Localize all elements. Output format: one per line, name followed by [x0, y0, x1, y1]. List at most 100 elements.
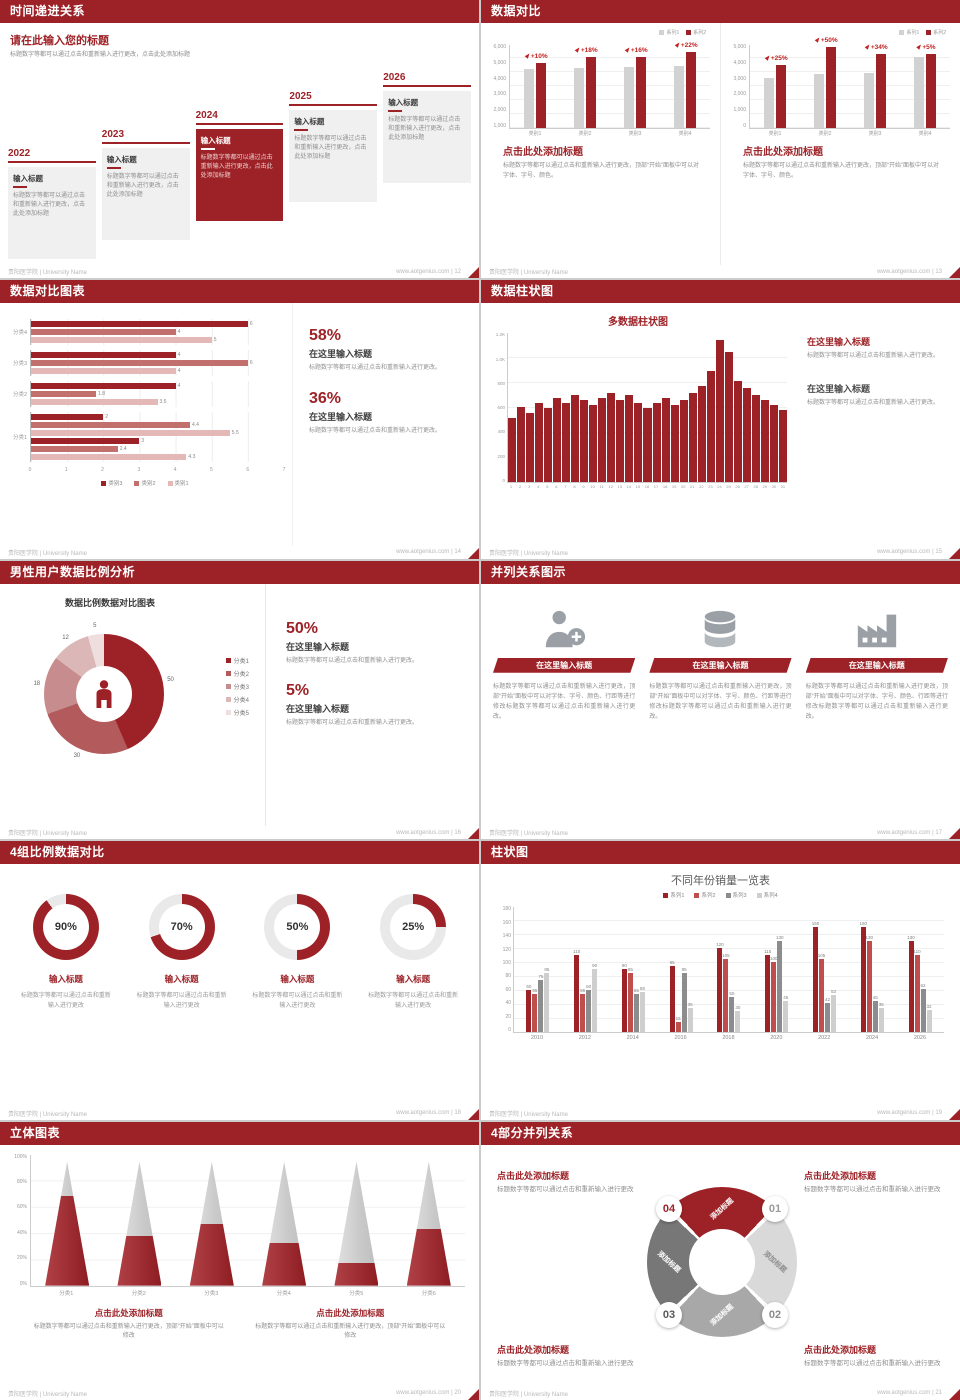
bar-value-label: 100 — [769, 956, 778, 962]
increase-arrow-icon — [814, 36, 821, 44]
stat-block: 58% 在这里输入标题 标题数字等都可以通过点击和重新输入进行更改。 — [309, 327, 467, 374]
comparison-panel: 系列1 系列2 6,000 5,000 4,000 3,000 2,000 1,000 +10%… — [481, 23, 720, 265]
footer-org: 贵阳医学院 | University Name — [489, 550, 568, 557]
accent-rule — [388, 110, 403, 113]
note-body: 标题数字等都可以通过点击和重新输入进行更改 — [497, 1185, 634, 1193]
slide-14[interactable]: 数据对比图表 分类4 6 4 5 分类3 4 6 4 分类2 4 1.8 3.5 分类1 2 4.4 5.5 3… — [0, 280, 479, 559]
slide-title: 柱状图 — [491, 845, 529, 860]
x-axis-label: 2022 — [818, 1035, 831, 1042]
progress-ring: 90% — [32, 894, 99, 961]
x-axis-tick: 27 — [744, 484, 749, 490]
ring-body: 标题数字等都可以通过点击和重新输入进行更改 — [136, 993, 227, 1010]
timeline-step: 2024 输入标题 标题数字等都可以通过点击重新输入进行更改，点击此处添加标题 — [195, 110, 284, 222]
bar-value-label: 90 — [592, 963, 598, 969]
delta-label: +25% — [764, 54, 788, 62]
y-axis-tick: 4,000 — [493, 75, 506, 82]
timeline-card-body: 标题数字等都可以通过点击和重新输入进行更改，点击此处添加标题 — [13, 193, 86, 217]
slide-13[interactable]: 数据对比 系列1 系列2 6,000 5,000 4,000 3,000 2,000 1,00… — [481, 0, 960, 279]
icon-holder — [541, 602, 587, 658]
footer-org: 贵阳医学院 | University Name — [8, 831, 87, 838]
y-axis-tick: 20% — [16, 1255, 27, 1262]
notes-panel: 在这里输入标题 标题数字等都可以通过点击和重新输入进行更改。 在这里输入标题 标… — [793, 303, 960, 545]
slide-title-bar: 男性用户数据比例分析 — [0, 560, 479, 584]
ring-hole — [689, 1228, 755, 1295]
x-axis-tick: 7 — [282, 467, 286, 474]
cone-fill — [45, 1196, 90, 1286]
ring-value: 25% — [390, 904, 437, 951]
x-axis-tick: 28 — [753, 484, 758, 490]
stat-label: 在这里输入标题 — [286, 641, 350, 652]
slide-12[interactable]: 时间递进关系 请在此输入您的标题 标题数字等都可以通过点击和重新输入进行更改，点… — [0, 0, 479, 279]
bar-group: +50% 类别2 — [807, 36, 843, 137]
column-bar — [769, 405, 778, 483]
grouped-column-chart: 不同年份销量一览表 系列1 系列2 系列3 系列4 180 160 140 120 100 80… — [481, 864, 960, 1106]
bar-value-label: 130 — [775, 935, 784, 941]
x-axis-tick: 11 — [599, 484, 604, 490]
delta-label: +18% — [574, 46, 598, 54]
stat-block: 50% 在这里输入标题 标题数字等都可以通过点击和重新输入进行更改。 — [286, 620, 467, 667]
bar-line: 3 — [31, 438, 284, 445]
y-axis-tick: 200 — [497, 453, 505, 459]
column-bar — [517, 406, 526, 483]
column-bar: 42 — [825, 997, 830, 1033]
slide-title: 立体图表 — [10, 1125, 61, 1140]
legend-swatch-icon — [725, 892, 731, 898]
slide-footer: 贵阳医学院 | University Name www.aotgenius.co… — [481, 1387, 960, 1400]
slide-20[interactable]: 立体图表 100% 80% 60% 40% 20% 0% 分类1 分类2 分类3 分类4 分类5 分… — [0, 1121, 479, 1400]
slide-16[interactable]: 男性用户数据比例分析 数据比例数据对比图表 50 30 18 12 5 分类1 分类2 分类… — [0, 560, 479, 840]
cone-fill — [117, 1236, 162, 1286]
bar-line: 4 — [31, 352, 284, 359]
column-bar — [589, 405, 598, 483]
circular-diagram-area: 添加标题 添加标题 添加标题 添加标题 01 02 03 04 点击此处添加标题 标题数字等都… — [481, 1145, 960, 1387]
column-bar: 150 — [812, 921, 819, 1033]
slide-footer: 贵阳医学院 | University Name www.aotgenius.co… — [0, 1387, 479, 1400]
column-bar — [697, 385, 706, 483]
h-bar — [31, 383, 176, 390]
note-title: 点击此处添加标题 — [316, 1307, 385, 1318]
timeline-card[interactable]: 输入标题 标题数字等都可以通过点击和重新输入进行更改，点击此处添加标题 — [101, 148, 190, 241]
plot-row: 100% 80% 60% 40% 20% 0% — [10, 1154, 465, 1287]
slide-21[interactable]: 4部分并列关系 添加标题 添加标题 添加标题 添加标题 01 02 03 04 点击此处添加标… — [481, 1121, 960, 1400]
cone-fill — [334, 1263, 379, 1286]
y-axis-tick: 40 — [505, 1000, 511, 1007]
legend-label: 系列2 — [701, 893, 716, 900]
timeline-card[interactable]: 输入标题 标题数字等都可以通过点击和重新输入进行更改，点击此处添加标题 — [289, 110, 378, 203]
timeline-card[interactable]: 输入标题 标题数字等都可以通过点击重新输入进行更改，点击此处添加标题 — [195, 129, 284, 222]
slice-value-label: 18 — [33, 680, 41, 687]
legend-swatch-icon — [225, 696, 231, 702]
column-bar: 55 — [532, 988, 537, 1033]
slide-body: 在这里输入标题 标题数字等都可以通过点击和重新输入进行更改，顶部“开始”面板中可… — [481, 584, 960, 826]
progress-ring: 50% — [264, 894, 331, 961]
timeline-card[interactable]: 输入标题 标题数字等都可以通过点击和重新输入进行更改，点击此处添加标题 — [383, 91, 471, 184]
slide-18[interactable]: 4组比例数据对比 90% 输入标题 标题数字等都可以通过点击和重新输入进行更改 … — [0, 841, 479, 1120]
column-bar: 90 — [622, 963, 627, 1033]
increase-arrow-icon — [674, 41, 681, 48]
x-axis-tick: 4 — [537, 484, 540, 490]
timeline-card[interactable]: 输入标题 标题数字等都可以通过点击和重新输入进行更改，点击此处添加标题 — [8, 167, 96, 260]
bar-value-label: 130 — [907, 935, 915, 941]
footer-org: 贵阳医学院 | University Name — [8, 1111, 87, 1118]
slide-title-bar: 4部分并列关系 — [481, 1121, 960, 1145]
stats-panel: 50% 在这里输入标题 标题数字等都可以通过点击和重新输入进行更改。 5% 在这… — [266, 584, 479, 826]
note-block: 在这里输入标题 标题数字等都可以通过点击和重新输入进行更改。 — [807, 382, 948, 409]
note-block: 点击此处添加标题 标题数字等都可以通过点击和重新输入进行更改，顶部“开始”面板中… — [32, 1307, 226, 1342]
h-bar — [31, 329, 176, 336]
legend-item: 系列4 — [756, 891, 778, 899]
bar-group: +10% 类别1 — [517, 45, 553, 137]
note-title: 点击此处添加标题 — [804, 1344, 877, 1355]
timeline-card-body: 标题数字等都可以通过点击和重新输入进行更改，点击此处添加标题 — [388, 117, 461, 141]
slide-19[interactable]: 柱状图 不同年份销量一览表 系列1 系列2 系列3 系列4 180 160 140 120 1… — [481, 841, 960, 1120]
footer-page: www.aotgenius.com | 14 — [396, 549, 461, 556]
slide-17[interactable]: 并列关系图示 在这里输入标题 标题数字等都可以通过点击和重新输入进行更改，顶部“… — [481, 560, 960, 840]
bar-value-label: 105 — [817, 952, 826, 958]
column-bar: 100 — [770, 956, 777, 1033]
legend-item: 类别1 — [167, 479, 189, 487]
bar-value-label: 110 — [573, 949, 581, 955]
x-axis-label: 类别3 — [628, 131, 642, 137]
slide-body: 请在此输入您的标题 标题数字等都可以通过点击和重新输入进行更改，点击此处添加标题… — [0, 23, 479, 265]
cone-fill — [406, 1228, 451, 1286]
legend-swatch-icon — [134, 480, 140, 486]
note-title: 点击此处添加标题 — [94, 1307, 163, 1318]
bar-series1 — [624, 67, 634, 128]
